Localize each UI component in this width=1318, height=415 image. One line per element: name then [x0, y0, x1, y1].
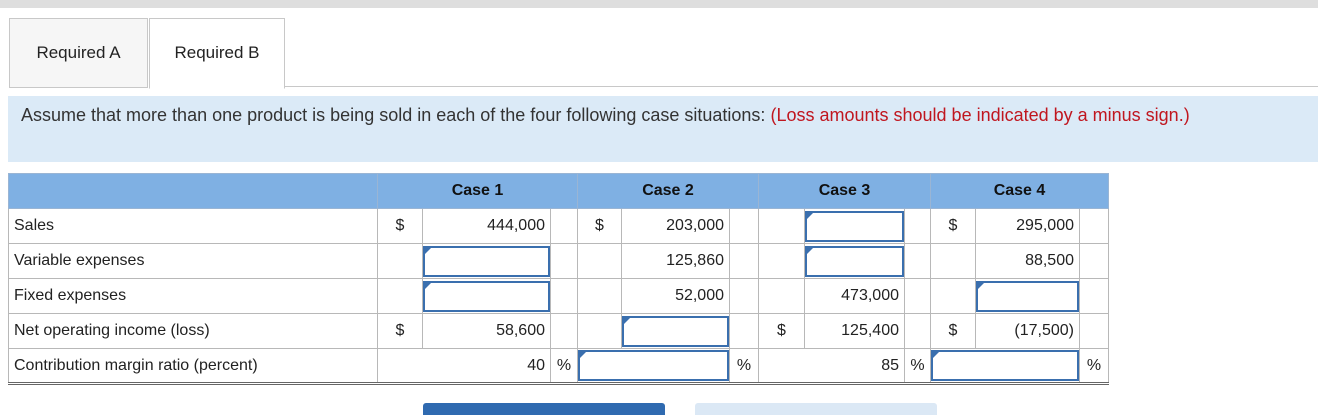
spacer-cell: [1079, 313, 1109, 349]
header-case-1: Case 1: [377, 173, 578, 209]
row-label: Variable expenses: [8, 243, 378, 279]
spacer-cell: [729, 208, 759, 244]
value-cell: 125,860: [621, 243, 730, 279]
row-label: Sales: [8, 208, 378, 244]
spacer-cell: [550, 313, 578, 349]
dollar-sign: [758, 278, 805, 314]
header-case-2: Case 2: [577, 173, 759, 209]
input-cell: [804, 208, 905, 244]
input-cell: [422, 243, 551, 279]
instructions-text: Assume that more than one product is bei…: [21, 104, 1318, 127]
percent-sign: %: [1079, 348, 1109, 385]
dollar-sign: $: [377, 313, 423, 349]
dollar-sign: $: [377, 208, 423, 244]
cvp-table: Case 1 Case 2 Case 3 Case 4 Sales $444,00…: [8, 173, 1109, 385]
input-cell: [621, 313, 730, 349]
tab-divider: [284, 86, 1318, 87]
dollar-sign: $: [758, 313, 805, 349]
dollar-sign: [377, 278, 423, 314]
value-cell: 52,000: [621, 278, 730, 314]
spacer-cell: [550, 243, 578, 279]
tab-required-b[interactable]: Required B: [149, 18, 285, 89]
tab-required-a[interactable]: Required A: [9, 18, 148, 88]
spacer-cell: [550, 278, 578, 314]
value-cell: (17,500): [975, 313, 1080, 349]
row-label: Contribution margin ratio (percent): [8, 348, 378, 385]
answer-input[interactable]: [805, 210, 904, 242]
spacer-cell: [1079, 278, 1109, 314]
prev-button[interactable]: [423, 403, 665, 415]
header-case-4: Case 4: [930, 173, 1109, 209]
percent-sign: %: [729, 348, 759, 385]
percent-input[interactable]: [931, 350, 1079, 381]
value-cell: 473,000: [804, 278, 905, 314]
dollar-sign: [577, 278, 622, 314]
header-row: Case 1 Case 2 Case 3 Case 4: [8, 173, 1109, 209]
instructions-note: (Loss amounts should be indicated by a m…: [770, 105, 1190, 125]
spacer-cell: [729, 313, 759, 349]
answer-input[interactable]: [622, 315, 729, 347]
instructions-main: Assume that more than one product is bei…: [21, 105, 766, 125]
spacer-cell: [904, 278, 931, 314]
value-cell: 203,000: [621, 208, 730, 244]
percent-value: 40: [377, 348, 551, 385]
table-row: Net operating income (loss) $58,600 $125,4…: [8, 313, 1109, 349]
value-cell: 295,000: [975, 208, 1080, 244]
spacer-cell: [904, 208, 931, 244]
input-cell: [930, 348, 1080, 385]
answer-input[interactable]: [423, 245, 550, 277]
input-cell: [804, 243, 905, 279]
input-cell: [577, 348, 730, 385]
answer-input[interactable]: [976, 280, 1079, 312]
value-cell: 444,000: [422, 208, 551, 244]
dollar-sign: [577, 313, 622, 349]
spacer-cell: [1079, 208, 1109, 244]
answer-input[interactable]: [805, 245, 904, 277]
table-row: Sales $444,000 $203,000 $295,000: [8, 208, 1109, 244]
dollar-sign: $: [930, 313, 976, 349]
dollar-sign: [758, 208, 805, 244]
input-cell: [975, 278, 1080, 314]
instructions-panel: Assume that more than one product is bei…: [8, 96, 1318, 162]
value-cell: 88,500: [975, 243, 1080, 279]
input-cell: [422, 278, 551, 314]
dollar-sign: [758, 243, 805, 279]
table-row: Fixed expenses 52,000 473,000: [8, 278, 1109, 314]
spacer-cell: [729, 278, 759, 314]
percent-input[interactable]: [578, 350, 729, 381]
percent-value: 85: [758, 348, 905, 385]
spacer-cell: [729, 243, 759, 279]
value-cell: 125,400: [804, 313, 905, 349]
value-cell: 58,600: [422, 313, 551, 349]
spacer-cell: [904, 243, 931, 279]
row-label: Fixed expenses: [8, 278, 378, 314]
answer-input[interactable]: [423, 280, 550, 312]
dollar-sign: [930, 278, 976, 314]
percent-sign: %: [904, 348, 931, 385]
dollar-sign: $: [577, 208, 622, 244]
dollar-sign: $: [930, 208, 976, 244]
dollar-sign: [577, 243, 622, 279]
spacer-cell: [550, 208, 578, 244]
dollar-sign: [377, 243, 423, 279]
spacer-cell: [1079, 243, 1109, 279]
percent-sign: %: [550, 348, 578, 385]
header-blank: [8, 173, 378, 209]
table-row: Contribution margin ratio (percent) 40%% 8…: [8, 348, 1109, 385]
spacer-cell: [904, 313, 931, 349]
dollar-sign: [930, 243, 976, 279]
top-bar: [0, 0, 1318, 8]
row-label: Net operating income (loss): [8, 313, 378, 349]
header-case-3: Case 3: [758, 173, 931, 209]
next-button[interactable]: [695, 403, 937, 415]
table-row: Variable expenses 125,860 88,500: [8, 243, 1109, 279]
